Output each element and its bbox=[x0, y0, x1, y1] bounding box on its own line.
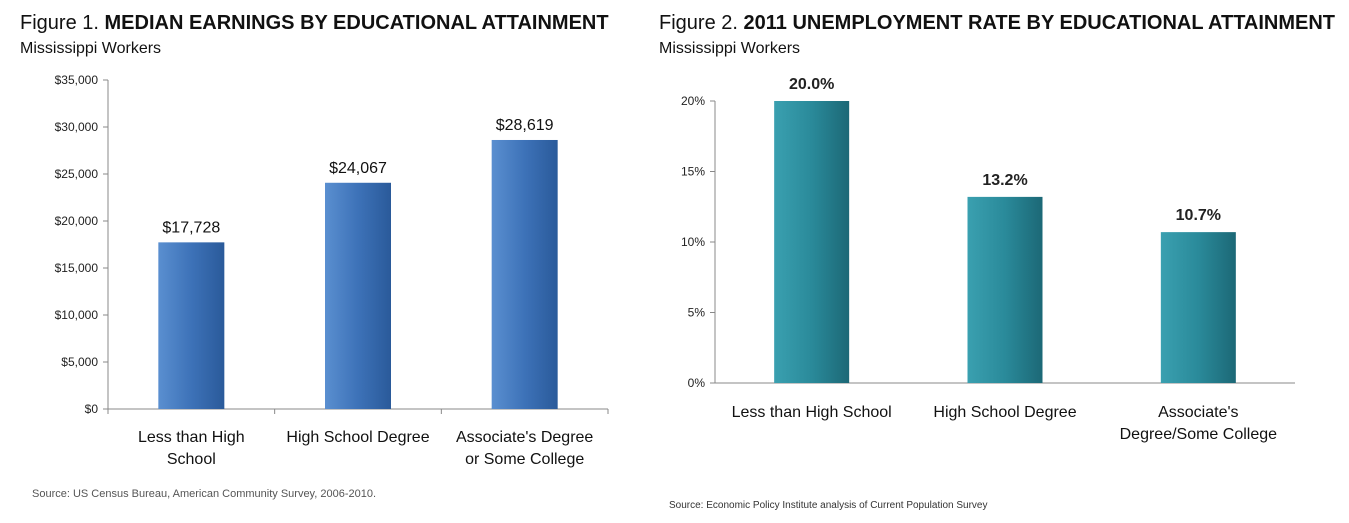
figure-2-bar bbox=[774, 101, 850, 383]
figure-2-source: Source: Economic Policy Institute analys… bbox=[669, 500, 988, 511]
figure-1-title-prefix: Figure 1. bbox=[20, 12, 99, 34]
figure-1-category-label: Associate's Degree bbox=[456, 429, 593, 446]
figure-2-category-label: Associate's bbox=[1158, 404, 1238, 421]
figure-1-y-tick-label: $20,000 bbox=[55, 214, 99, 228]
figure-1-subtitle: Mississippi Workers bbox=[20, 40, 162, 57]
figure-1-bar bbox=[325, 182, 391, 409]
figure-1-source: Source: US Census Bureau, American Commu… bbox=[32, 488, 377, 500]
figure-1-y-tick-label: $30,000 bbox=[55, 120, 99, 134]
figure-2-y-tick-label: 5% bbox=[688, 306, 706, 320]
figure-2-title: Figure 2. 2011 UNEMPLOYMENT RATE BY EDUC… bbox=[659, 12, 1335, 35]
figure-2-subtitle: Mississippi Workers bbox=[659, 40, 801, 57]
figure-1-y-tick-label: $35,000 bbox=[55, 73, 99, 87]
figure-1-y-tick-label: $10,000 bbox=[55, 308, 99, 322]
figure-2: Figure 2. 2011 UNEMPLOYMENT RATE BY EDUC… bbox=[655, 0, 1349, 523]
figure-2-category-label: Less than High School bbox=[732, 404, 892, 421]
figure-1-category-label: Less than High bbox=[138, 429, 245, 446]
figure-1-title: Figure 1. MEDIAN EARNINGS BY EDUCATIONAL… bbox=[20, 12, 609, 35]
figure-1-chart: $0 $5,000 $10,000 $15,000 $20,000 $25,000 $30,… bbox=[55, 73, 609, 468]
figure-1: Figure 1. MEDIAN EARNINGS BY EDUCATIONAL… bbox=[0, 0, 640, 523]
figure-2-y-tick-label: 0% bbox=[688, 376, 706, 390]
figure-1-data-label: $24,067 bbox=[329, 160, 387, 177]
figure-2-category-label: High School Degree bbox=[933, 404, 1076, 421]
figure-1-category-label: School bbox=[167, 451, 216, 468]
figure-2-data-label: 20.0% bbox=[789, 76, 834, 93]
figure-2-data-label: 10.7% bbox=[1176, 207, 1221, 224]
figure-2-data-label: 13.2% bbox=[982, 172, 1027, 189]
figure-1-bar bbox=[491, 139, 558, 410]
figure-1-y-tick-label: $5,000 bbox=[61, 355, 98, 369]
figure-2-y-tick-label: 10% bbox=[681, 235, 705, 249]
figure-1-data-label: $17,728 bbox=[162, 219, 220, 236]
figure-2-title-prefix: Figure 2. bbox=[659, 12, 738, 34]
figure-2-bar bbox=[1160, 232, 1236, 383]
figure-2-category-label: Degree/Some College bbox=[1120, 426, 1278, 443]
figure-1-data-label: $28,619 bbox=[496, 117, 554, 134]
figure-1-y-tick-label: $25,000 bbox=[55, 167, 99, 181]
figure-2-bar bbox=[967, 196, 1043, 383]
figure-2-y-tick-label: 20% bbox=[681, 94, 705, 108]
figure-1-title-text: MEDIAN EARNINGS BY EDUCATIONAL ATTAINMEN… bbox=[104, 12, 609, 34]
figure-2-chart: 0% 5% 10% 15% 20% 20.0% Less than High School 1… bbox=[681, 76, 1295, 443]
figure-1-y-tick-label: $0 bbox=[85, 402, 99, 416]
figure-1-y-tick-label: $15,000 bbox=[55, 261, 99, 275]
figure-2-y-tick-label: 15% bbox=[681, 165, 705, 179]
figure-1-category-label: or Some College bbox=[465, 451, 584, 468]
figure-1-bar bbox=[158, 242, 225, 409]
figure-1-category-label: High School Degree bbox=[286, 429, 429, 446]
figure-2-title-text: 2011 UNEMPLOYMENT RATE BY EDUCATIONAL AT… bbox=[743, 12, 1336, 34]
